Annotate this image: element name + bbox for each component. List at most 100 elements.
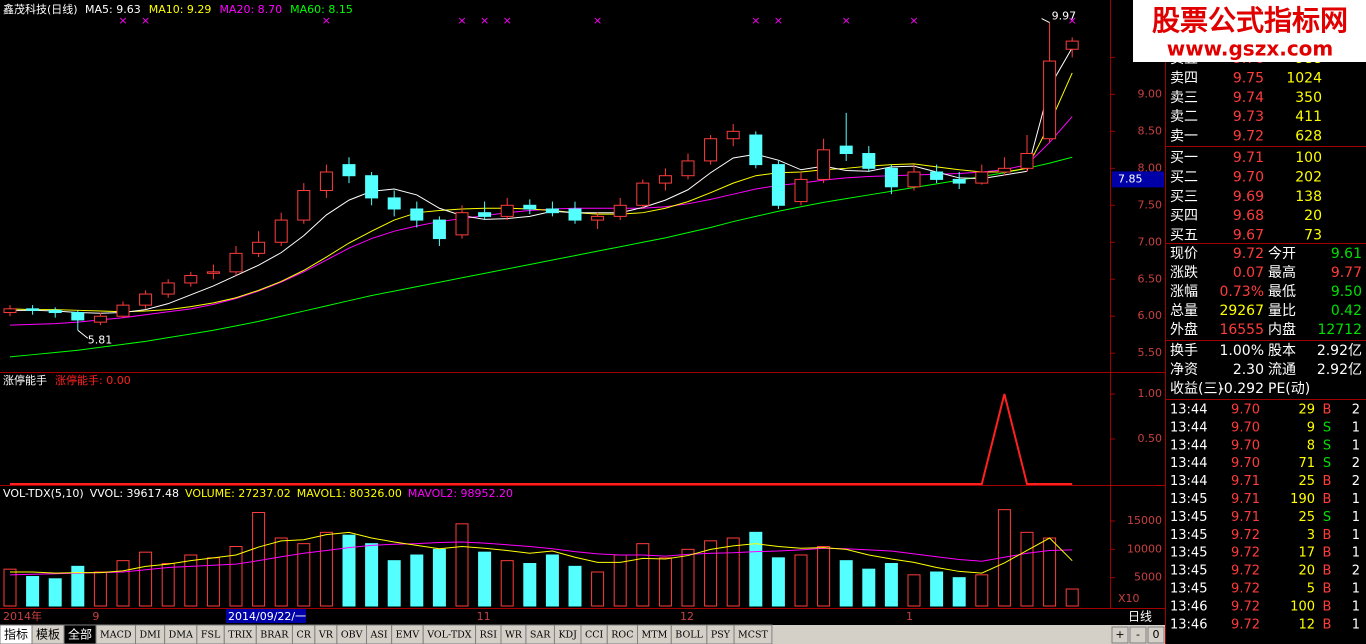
zoom-label: - [1136,628,1140,641]
volume-label: VOL-TDX(5,10) [3,487,84,500]
candle-body [997,167,1011,173]
book-price: 9.75 [1233,70,1264,86]
tab-label: FSL [201,630,221,641]
y-tick-label: 6.00 [1138,309,1163,322]
book-volume: 202 [1295,169,1322,185]
book-price: 9.70 [1233,169,1264,185]
volume-bar [387,560,401,607]
quote-cell: 9.72 [1233,246,1264,262]
candle-body [387,197,401,210]
tick-time: 13:44 [1170,456,1207,471]
book-label: 买四 [1170,208,1198,224]
candle-body [229,252,243,273]
quote-cell: 2.92亿 [1317,343,1362,359]
tick-time: 13:46 [1170,599,1207,614]
period-label: 日线 [1128,610,1152,624]
tab-label: DMA [169,630,193,641]
candle-body [342,164,356,177]
tick-price: 9.71 [1231,510,1260,525]
book-volume: 20 [1304,208,1322,224]
volume-bar [71,565,85,607]
volume-bar [26,576,40,607]
tab-label: ASI [370,630,388,641]
candle-body [365,175,379,199]
signal-marker: × [751,14,760,27]
date-highlight [226,609,306,623]
tab-label: VR [318,630,334,641]
volume-bar [161,563,175,607]
candle-body [704,138,718,162]
y-tick-label: 7.00 [1138,235,1163,248]
watermark-title: 股票公式指标网 [1152,4,1348,37]
volume-label: MAVOL2: 98952.20 [408,487,513,500]
candle-body [93,315,107,323]
signal-marker: × [842,14,851,27]
candle-body [952,178,966,184]
tick-price: 9.72 [1231,617,1260,632]
candle-body [184,275,198,284]
signal-marker: × [1068,14,1077,27]
zoom-button[interactable] [1129,626,1147,644]
tab-label: OBV [341,630,363,641]
quote-cell: 净资 [1170,362,1198,378]
quote-cell: 0.73% [1220,284,1264,300]
quote-cell: 0.07 [1233,265,1264,281]
tick-time: 13:45 [1170,582,1207,597]
tick-price: 9.72 [1231,546,1260,561]
low-label: 5.81 [88,333,113,346]
y-tick-label: 8.50 [1138,124,1163,137]
tab[interactable] [733,624,773,644]
tick-time: 13:45 [1170,510,1207,525]
book-label: 卖一 [1170,129,1198,145]
volume-bar [432,548,446,607]
tick-volume: 3 [1307,528,1315,543]
quote-cell: 9.77 [1331,265,1362,281]
tick-volume: 8 [1307,438,1315,453]
quote-cell: -0.292 [1219,381,1264,397]
y-tick-label: 8.00 [1138,161,1163,174]
tick-side: S [1323,438,1331,453]
quote-cell: 最高 [1268,264,1296,281]
tab-label: EMV [396,630,420,641]
watermark-box [1133,0,1366,62]
book-volume: 350 [1295,90,1322,106]
signal-marker: × [503,14,512,27]
book-price: 9.69 [1233,189,1264,205]
volume-bar [794,554,808,607]
high-pointer [1041,18,1050,24]
candle-body [410,208,424,221]
tick-count: 1 [1352,617,1360,632]
book-label: 买一 [1170,150,1198,166]
volume-bar [1020,531,1034,607]
tick-count: 1 [1352,492,1360,507]
quote-cell: 今开 [1268,246,1296,262]
tab-label: 全部 [68,627,92,642]
volume-label: VVOL: 39617.48 [90,487,179,500]
volume-bar [681,548,695,607]
y-tick-label: 10000 [1127,542,1162,555]
y-tick-label: 1.00 [1138,387,1163,400]
tick-volume: 5 [1307,582,1315,597]
charts: 鑫茂科技(日线) MA5: 9.63 MA10: 9.29 MA20: 8.70 MA6… [0,2,1165,644]
volume-bar [139,551,153,607]
zoom-button[interactable] [1147,626,1165,644]
cursor-price: 7.85 [1118,172,1143,185]
zoom-button[interactable] [1111,626,1129,644]
book-label: 卖二 [1170,109,1198,125]
volume-bar [1065,588,1079,607]
volume-bar [704,540,718,607]
ma-label: MA60: 8.15 [290,3,353,16]
candle-body [884,167,898,188]
date-label: 2014年 [3,609,42,623]
tick-side: S [1323,420,1331,435]
tick-volume: 17 [1298,546,1315,561]
volume-bar [658,557,672,607]
tick-time: 13:44 [1170,403,1207,418]
book-price: 9.74 [1233,90,1264,106]
ma-line [9,72,1073,313]
mavol-line [9,541,1073,576]
candle-body [500,204,514,217]
tick-count: 1 [1352,599,1360,614]
